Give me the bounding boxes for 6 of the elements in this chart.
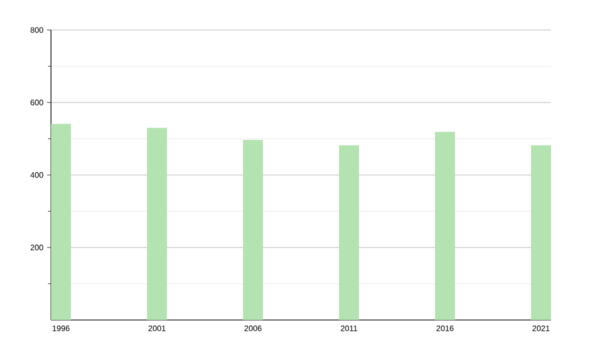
bar xyxy=(243,140,263,320)
bar xyxy=(339,145,359,320)
bar xyxy=(51,124,71,320)
bar xyxy=(435,132,456,320)
bar xyxy=(147,128,167,320)
bar xyxy=(531,145,552,320)
